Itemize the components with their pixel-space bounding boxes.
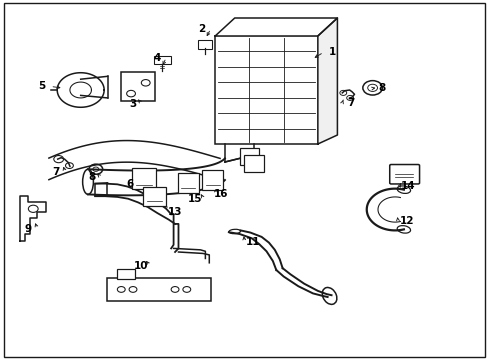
FancyBboxPatch shape (197, 40, 212, 49)
Text: 14: 14 (400, 181, 415, 192)
FancyBboxPatch shape (244, 155, 264, 172)
Text: 8: 8 (378, 83, 385, 93)
Text: 16: 16 (213, 189, 228, 199)
Text: 2: 2 (198, 24, 205, 34)
FancyBboxPatch shape (239, 148, 259, 165)
FancyBboxPatch shape (121, 72, 155, 101)
Text: 11: 11 (245, 237, 260, 247)
FancyBboxPatch shape (117, 269, 135, 279)
FancyBboxPatch shape (132, 168, 156, 189)
Text: 12: 12 (399, 216, 413, 226)
Text: 1: 1 (328, 47, 335, 57)
FancyBboxPatch shape (202, 170, 223, 190)
Polygon shape (317, 18, 337, 144)
Text: 7: 7 (346, 98, 354, 108)
FancyBboxPatch shape (143, 187, 165, 206)
FancyBboxPatch shape (106, 278, 211, 301)
FancyBboxPatch shape (154, 56, 170, 64)
Text: 8: 8 (88, 172, 95, 182)
Text: 10: 10 (133, 261, 148, 271)
Polygon shape (215, 18, 337, 36)
Text: 3: 3 (129, 99, 136, 109)
Text: 7: 7 (52, 167, 60, 177)
FancyBboxPatch shape (389, 165, 419, 184)
Text: 13: 13 (167, 207, 182, 217)
Text: 6: 6 (126, 179, 133, 189)
Polygon shape (20, 196, 46, 241)
Text: 4: 4 (153, 53, 161, 63)
FancyBboxPatch shape (177, 173, 199, 193)
FancyBboxPatch shape (215, 36, 317, 144)
Text: 9: 9 (25, 224, 32, 234)
Text: 15: 15 (187, 194, 202, 204)
Text: 5: 5 (38, 81, 45, 91)
